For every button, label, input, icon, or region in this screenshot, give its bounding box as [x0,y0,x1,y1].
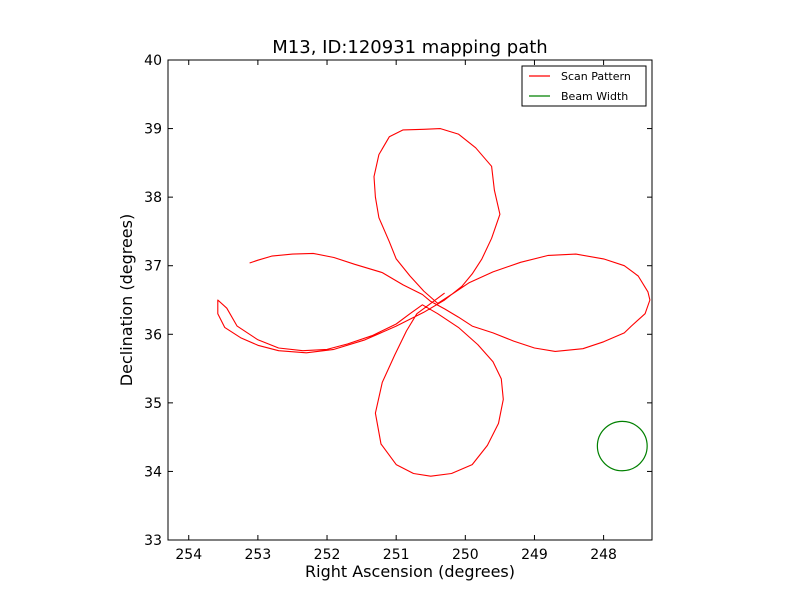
legend: Scan Pattern Beam Width [521,65,647,107]
y-tick-label: 36 [144,327,162,343]
x-tick-label: 252 [314,547,341,563]
y-tick-label: 37 [144,259,162,275]
x-tick-label: 250 [452,547,479,563]
beam-width-circle [596,420,648,472]
legend-box [521,65,647,107]
legend-label-beam-width: Beam Width [561,90,628,103]
y-tick-label: 33 [144,533,162,549]
plot-frame [167,59,653,541]
x-tick-label: 253 [245,547,272,563]
chart-title: M13, ID:120931 mapping path [272,37,547,58]
x-tick-label: 251 [383,547,410,563]
legend-label-scan-pattern: Scan Pattern [561,70,631,83]
y-tick-label: 38 [144,190,162,206]
x-axis-label: Right Ascension (degrees) [305,562,515,581]
y-tick-label: 39 [144,122,162,138]
y-tick-label: 40 [144,53,162,69]
y-tick-label: 35 [144,396,162,412]
x-tick-label: 254 [175,547,202,563]
y-tick-label: 34 [144,464,162,480]
x-tick-label: 249 [521,547,548,563]
y-axis-label: Declination (degrees) [117,214,136,386]
scan-pattern-line [217,128,651,477]
x-tick-label: 248 [590,547,617,563]
